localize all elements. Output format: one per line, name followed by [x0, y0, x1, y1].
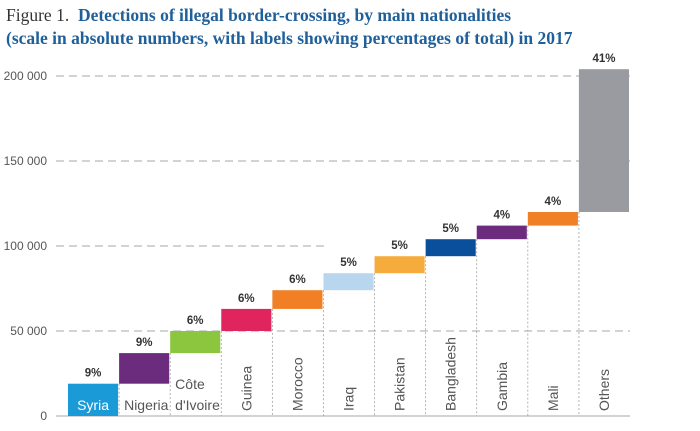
category-label: Gambia — [494, 362, 510, 411]
y-tick-label: 150 000 — [4, 154, 48, 168]
data-label: 4% — [493, 210, 510, 222]
title-text-1: Detections of illegal border-crossing, b… — [77, 5, 512, 25]
category-label-line2: d'Ivoire — [175, 397, 220, 413]
bar-8 — [476, 225, 527, 240]
category-label: Guinea — [238, 366, 254, 411]
y-tick-label: 100 000 — [4, 239, 48, 253]
bar-5 — [323, 273, 374, 291]
data-label: 5% — [340, 257, 357, 269]
title-line-1: Figure 1. Detections of illegal border-c… — [6, 4, 696, 27]
bar-7 — [425, 239, 476, 257]
bar-4 — [272, 290, 323, 309]
data-label: 9% — [136, 337, 153, 349]
category-label: Morocco — [289, 357, 305, 411]
bar-3 — [221, 308, 272, 331]
bar-1 — [119, 353, 170, 384]
data-label: 4% — [545, 196, 562, 208]
data-label: 41% — [592, 53, 615, 65]
category-label: Iraq — [341, 387, 357, 411]
chart-title: Figure 1. Detections of illegal border-c… — [6, 4, 696, 50]
bar-0 — [68, 383, 119, 416]
category-label: Others — [596, 369, 612, 411]
data-label: 5% — [442, 223, 459, 235]
data-label: 6% — [289, 274, 306, 286]
y-tick-label: 50 000 — [10, 324, 47, 338]
data-label: 6% — [187, 315, 204, 327]
data-label: 6% — [238, 293, 255, 305]
data-label: 9% — [85, 368, 102, 380]
bar-10 — [578, 69, 629, 212]
y-tick-label: 200 000 — [4, 69, 48, 83]
data-label: 5% — [391, 240, 408, 252]
category-label: Pakistan — [392, 357, 408, 411]
category-label: Nigeria — [124, 397, 169, 413]
figure-label: Figure 1. — [6, 5, 70, 25]
bar-9 — [527, 212, 578, 226]
category-label: Mali — [545, 385, 561, 411]
y-tick-label: 0 — [40, 409, 47, 423]
bar-6 — [374, 256, 425, 274]
category-label: Syria — [77, 397, 109, 413]
title-line-2: (scale in absolute numbers, with labels … — [6, 28, 573, 48]
category-label: Bangladesh — [443, 337, 459, 411]
bar-2 — [170, 331, 221, 354]
category-label: Côte — [175, 376, 205, 392]
